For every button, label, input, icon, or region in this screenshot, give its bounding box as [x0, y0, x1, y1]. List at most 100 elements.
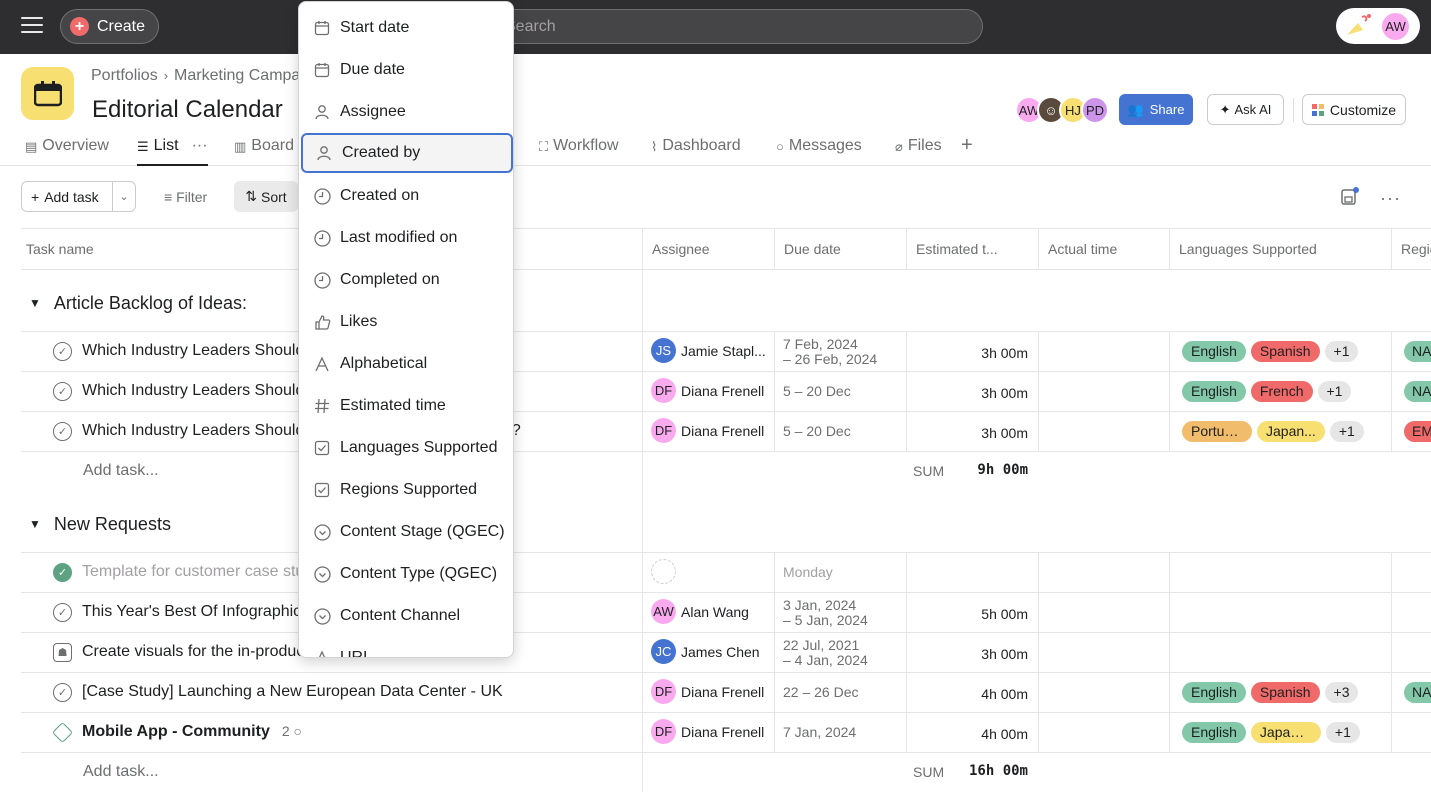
- tab-files[interactable]: ⌀ Files: [895, 137, 942, 166]
- table-row[interactable]: ✓ Which Industry Leaders Should We Inter…: [0, 372, 1431, 412]
- sort-option-content-stage-qgec[interactable]: Content Stage (QGEC): [299, 512, 513, 552]
- task-name[interactable]: This Year's Best Of Infographics: [82, 603, 310, 620]
- caret-down-icon[interactable]: ▼: [29, 517, 41, 531]
- tab-messages[interactable]: ○ Messages: [776, 137, 862, 166]
- tab-workflow[interactable]: ⛶ Workflow: [539, 137, 619, 166]
- more-icon[interactable]: ···: [191, 137, 208, 154]
- user-avatar[interactable]: AW: [1382, 12, 1409, 40]
- sort-option-url[interactable]: URL: [299, 638, 513, 657]
- comment-count[interactable]: 2 ○: [282, 723, 302, 739]
- sort-option-due-date[interactable]: Due date: [299, 50, 513, 90]
- caret-down-icon[interactable]: ▼: [29, 296, 41, 310]
- column-regions[interactable]: Regions Supported: [1391, 228, 1431, 270]
- estimated-time-cell[interactable]: 3h 00m: [981, 646, 1028, 662]
- table-row[interactable]: ✓ Which Industry Leaders Should We Inter…: [0, 412, 1431, 452]
- more-options-icon[interactable]: ···: [1380, 188, 1401, 208]
- add-tab-plus-icon[interactable]: +: [961, 134, 973, 156]
- sort-option-last-modified-on[interactable]: Last modified on: [299, 218, 513, 258]
- task-name[interactable]: [Case Study] Launching a New European Da…: [82, 683, 503, 700]
- column-languages[interactable]: Languages Supported: [1169, 228, 1391, 270]
- languages-cell[interactable]: English French +1: [1182, 381, 1352, 402]
- task-name[interactable]: Create visuals for the in-product tour: [82, 643, 341, 660]
- tab-overview[interactable]: ▤ Overview: [25, 137, 109, 166]
- column-due-date[interactable]: Due date: [774, 228, 906, 270]
- assignee-cell[interactable]: DF Diana Frenell: [651, 719, 771, 744]
- assignee-cell[interactable]: DF Diana Frenell: [651, 679, 771, 704]
- sort-button[interactable]: ⇅ Sort: [234, 181, 298, 212]
- due-date-cell[interactable]: 5 – 20 Dec: [783, 424, 851, 439]
- sort-option-alphabetical[interactable]: Alphabetical: [299, 344, 513, 384]
- region-tag[interactable]: NA: [1404, 381, 1431, 402]
- languages-cell[interactable]: English Japanese +1: [1182, 722, 1360, 743]
- breadcrumb-portfolios[interactable]: Portfolios: [91, 67, 158, 84]
- tab-dashboard[interactable]: ⌇ Dashboard: [651, 137, 741, 166]
- complete-check-icon[interactable]: ✓: [53, 422, 72, 441]
- assignee-cell[interactable]: JS Jamie Stapl...: [651, 338, 771, 363]
- task-name[interactable]: Template for customer case studies: [82, 563, 334, 580]
- assignee-cell[interactable]: JC James Chen: [651, 639, 771, 664]
- estimated-time-cell[interactable]: 4h 00m: [981, 686, 1028, 702]
- completed-check-icon[interactable]: ✓: [53, 563, 72, 582]
- table-row[interactable]: ✓ Which Industry Leaders Should We Inter…: [0, 332, 1431, 372]
- due-date-cell[interactable]: 7 Feb, 2024– 26 Feb, 2024: [783, 337, 877, 367]
- due-date-cell[interactable]: 7 Jan, 2024: [783, 725, 856, 740]
- member-avatars[interactable]: AW ☺ HJ PD: [1015, 96, 1109, 124]
- approval-icon[interactable]: ☗: [53, 643, 72, 662]
- languages-cell[interactable]: English Spanish +1: [1182, 341, 1359, 362]
- table-row[interactable]: ✓ [Case Study] Launching a New European …: [0, 673, 1431, 713]
- sort-option-regions-supported[interactable]: Regions Supported: [299, 470, 513, 510]
- languages-cell[interactable]: Portugu... Japan... +1: [1182, 421, 1364, 442]
- ask-ai-button[interactable]: ✦ Ask AI: [1207, 94, 1284, 125]
- table-row[interactable]: ☗ Create visuals for the in-product tour…: [0, 633, 1431, 673]
- save-view-icon[interactable]: [1341, 187, 1359, 205]
- section-header[interactable]: ▼ New Requests: [21, 493, 171, 555]
- sort-option-content-channel[interactable]: Content Channel: [299, 596, 513, 636]
- sort-option-created-on[interactable]: Created on: [299, 176, 513, 216]
- hamburger-menu-icon[interactable]: [21, 17, 43, 35]
- sort-option-languages-supported[interactable]: Languages Supported: [299, 428, 513, 468]
- complete-check-icon[interactable]: ✓: [53, 683, 72, 702]
- sort-option-content-type-qgec[interactable]: Content Type (QGEC): [299, 554, 513, 594]
- estimated-time-cell[interactable]: 3h 00m: [981, 425, 1028, 441]
- assignee-cell[interactable]: [651, 559, 771, 584]
- estimated-time-cell[interactable]: 3h 00m: [981, 385, 1028, 401]
- page-title[interactable]: Editorial Calendar⌄: [92, 96, 311, 124]
- sort-option-estimated-time[interactable]: Estimated time: [299, 386, 513, 426]
- complete-check-icon[interactable]: ✓: [53, 382, 72, 401]
- column-estimated-time[interactable]: Estimated t...: [906, 228, 1038, 270]
- estimated-time-cell[interactable]: 4h 00m: [981, 726, 1028, 742]
- section-header[interactable]: ▼ Article Backlog of Ideas:: [21, 272, 247, 334]
- complete-check-icon[interactable]: ✓: [53, 603, 72, 622]
- add-task-button[interactable]: + Add task ⌄: [21, 181, 136, 212]
- create-button[interactable]: + Create: [60, 9, 159, 44]
- breadcrumb-parent[interactable]: Marketing Campaigns: [174, 67, 330, 84]
- task-name[interactable]: Mobile App - Community 2 ○: [82, 723, 302, 741]
- chevron-down-icon[interactable]: ⌄: [119, 191, 129, 203]
- languages-cell[interactable]: English Spanish +3: [1182, 682, 1359, 703]
- estimated-time-cell[interactable]: 5h 00m: [981, 606, 1028, 622]
- milestone-icon[interactable]: [51, 721, 74, 744]
- assignee-cell[interactable]: DF Diana Frenell: [651, 418, 771, 443]
- share-button[interactable]: 👥 Share: [1119, 94, 1193, 125]
- tab-list[interactable]: ☰ List ···: [137, 137, 208, 166]
- table-row[interactable]: Mobile App - Community 2 ○ DF Diana Frenel…: [0, 713, 1431, 753]
- estimated-time-cell[interactable]: 3h 00m: [981, 345, 1028, 361]
- table-row[interactable]: ✓ Template for customer case studies Mon…: [0, 553, 1431, 593]
- account-area[interactable]: AW: [1336, 8, 1420, 44]
- sort-option-assignee[interactable]: Assignee: [299, 92, 513, 132]
- tab-board[interactable]: ▥ Board: [234, 137, 294, 166]
- filter-button[interactable]: ≡ Filter: [164, 189, 207, 205]
- due-date-cell[interactable]: 5 – 20 Dec: [783, 384, 851, 399]
- due-date-cell[interactable]: Monday: [783, 564, 833, 580]
- table-row[interactable]: ✓ This Year's Best Of Infographics AW Ala…: [0, 593, 1431, 633]
- assignee-cell[interactable]: AW Alan Wang: [651, 599, 771, 624]
- assignee-cell[interactable]: DF Diana Frenell: [651, 378, 771, 403]
- sort-option-start-date[interactable]: Start date: [299, 8, 513, 48]
- customize-button[interactable]: Customize: [1302, 94, 1406, 125]
- add-task-row[interactable]: Add task...: [83, 763, 159, 780]
- sort-option-completed-on[interactable]: Completed on: [299, 260, 513, 300]
- region-tag[interactable]: NA: [1404, 682, 1431, 703]
- column-assignee[interactable]: Assignee: [642, 228, 774, 270]
- due-date-cell[interactable]: 3 Jan, 2024– 5 Jan, 2024: [783, 598, 868, 628]
- complete-check-icon[interactable]: ✓: [53, 342, 72, 361]
